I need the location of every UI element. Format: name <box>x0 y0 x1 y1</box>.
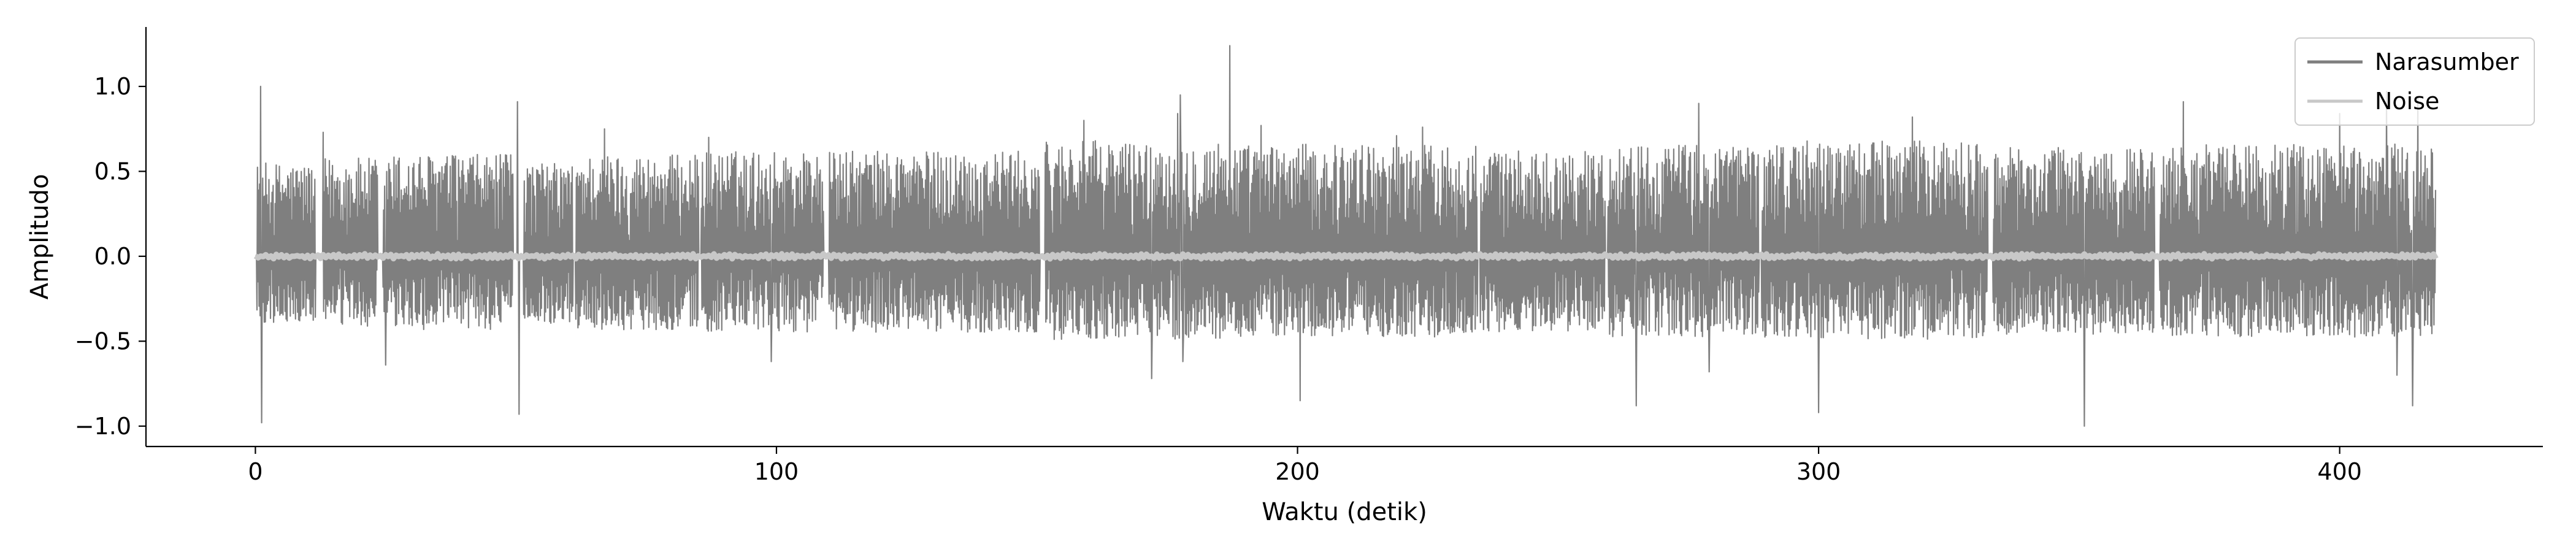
plot-area <box>253 45 2439 427</box>
y-tick-label: 0.0 <box>94 243 131 270</box>
y-tick-label: −0.5 <box>75 328 131 355</box>
y-tick-label: −1.0 <box>75 413 131 440</box>
y-axis-label: Amplitudo <box>26 174 54 300</box>
series-line-narasumber <box>255 45 2437 427</box>
x-tick-label: 400 <box>2317 458 2362 485</box>
x-tick-label: 0 <box>248 458 263 485</box>
legend-label-noise: Noise <box>2375 88 2439 115</box>
legend-label-narasumber: Narasumber <box>2375 48 2519 75</box>
y-ticks: −1.0 −0.5 0.0 0.5 1.0 <box>75 73 146 440</box>
legend: Narasumber Noise <box>2294 37 2535 126</box>
x-ticks: 0 100 200 300 400 <box>248 447 2362 485</box>
legend-box <box>2294 37 2535 126</box>
x-axis-label: Waktu (detik) <box>1262 498 1427 526</box>
series-line-noise <box>253 251 2439 262</box>
y-tick-label: 0.5 <box>94 158 131 185</box>
x-tick-label: 100 <box>754 458 799 485</box>
y-tick-label: 1.0 <box>94 73 131 100</box>
x-tick-label: 200 <box>1275 458 1320 485</box>
x-tick-label: 300 <box>1796 458 1841 485</box>
